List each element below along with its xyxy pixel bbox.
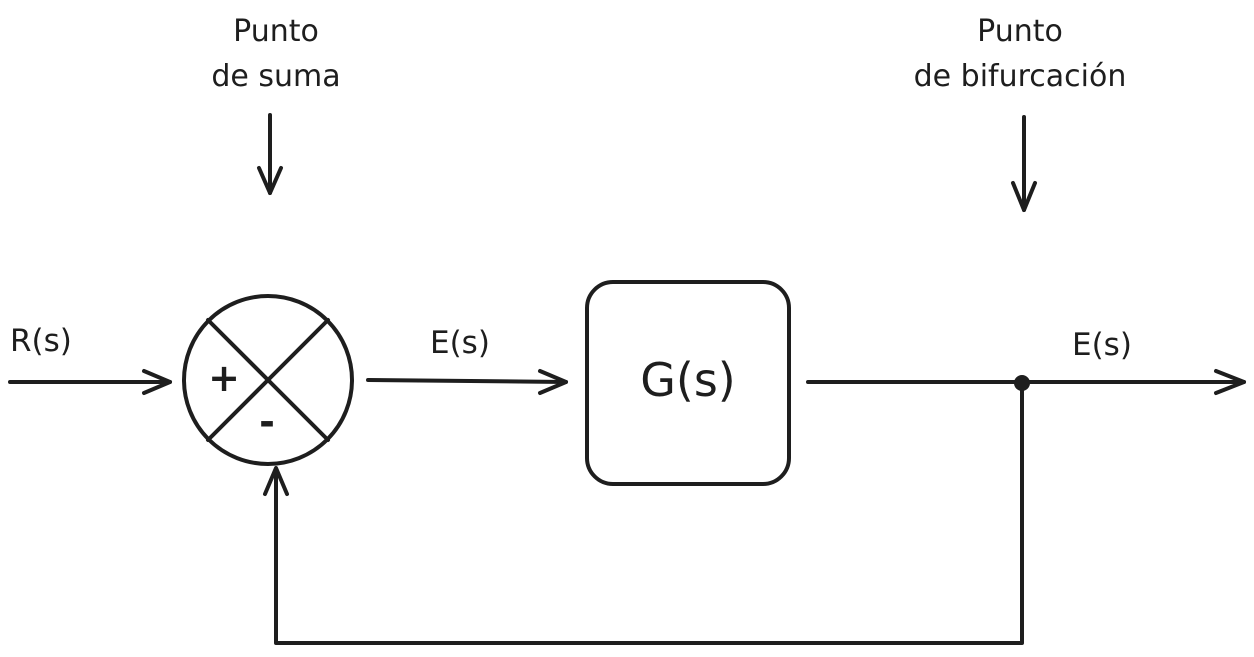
transfer-function-label: G(s) <box>640 353 736 407</box>
input-signal-arrowhead <box>142 369 172 395</box>
transfer-function-block <box>585 280 791 486</box>
sum-point-pointer-arrowhead <box>257 166 283 195</box>
output-signal-label: E(s) <box>1072 327 1132 363</box>
error-signal-label: E(s) <box>430 325 490 361</box>
error-signal-arrow <box>366 378 568 384</box>
summing-junction <box>182 294 354 466</box>
error-signal-arrowhead <box>538 369 568 395</box>
minus-sign: - <box>259 400 275 444</box>
output-signal-arrowhead <box>1214 369 1246 395</box>
branch-point-pointer-arrowhead <box>1011 181 1037 212</box>
sum-point-label-line1: Punto <box>233 14 319 49</box>
feedback-arrowhead <box>263 466 289 496</box>
input-signal-label: R(s) <box>10 323 72 359</box>
feedback-path <box>274 381 1024 645</box>
summing-junction-cross-b <box>206 318 330 442</box>
plus-sign: + <box>208 356 240 400</box>
branch-point-label-line2: de bifurcación <box>913 59 1127 94</box>
branch-point-label-line1: Punto <box>977 14 1063 49</box>
sum-point-label-line2: de suma <box>211 59 341 94</box>
